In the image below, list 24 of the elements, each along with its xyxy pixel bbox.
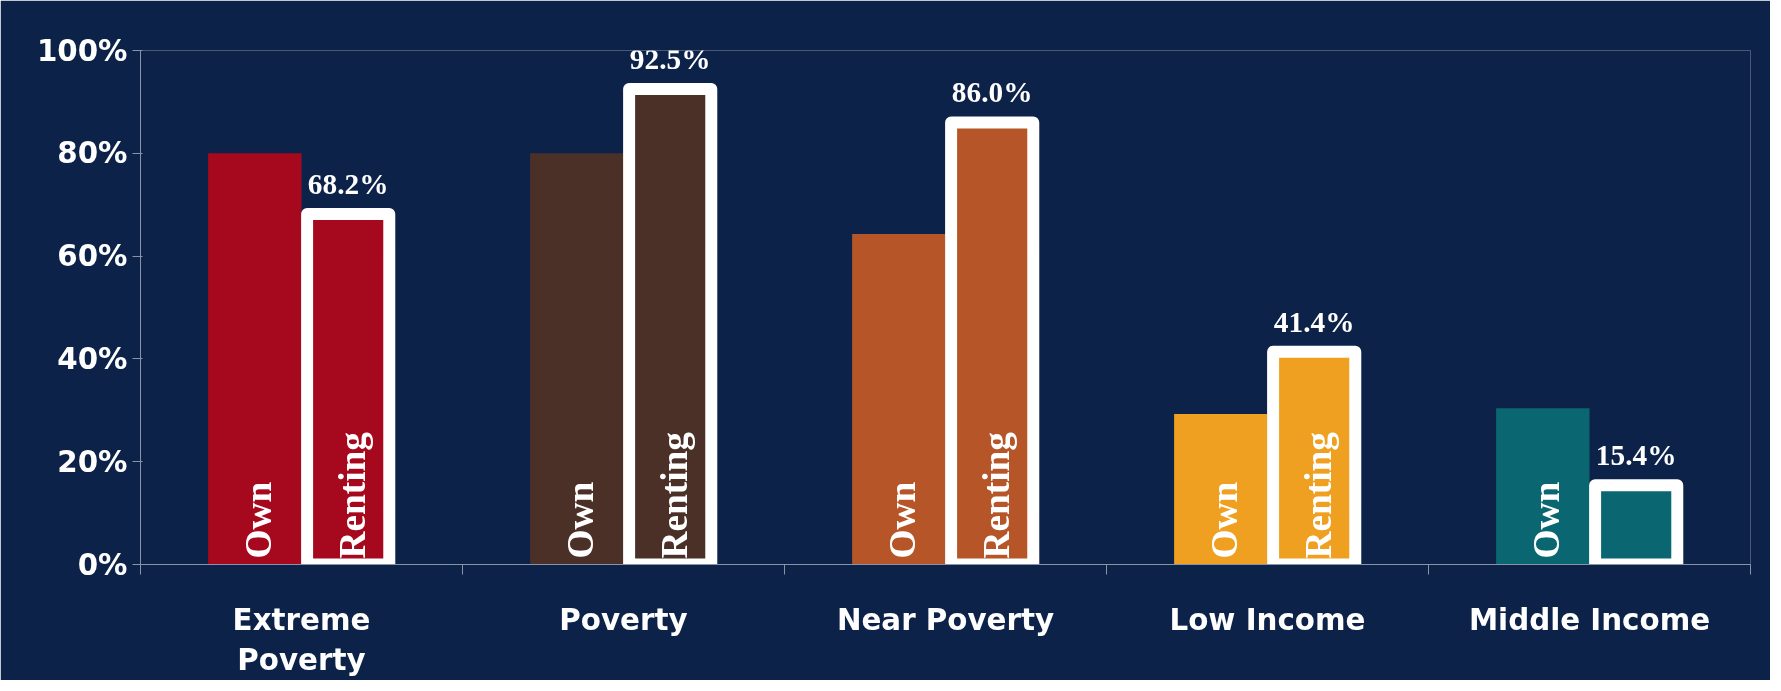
y-tick-label: 0% (77, 547, 128, 582)
y-tick-label: 20% (57, 444, 128, 479)
y-tick-label: 40% (57, 341, 128, 376)
text: Own (1526, 481, 1568, 559)
x-tick-label: Low Income (1169, 602, 1366, 637)
text: Own (1204, 481, 1246, 559)
text: Own (560, 481, 602, 559)
y-tick-label: 80% (57, 136, 128, 171)
series-label: Own (238, 481, 280, 559)
y-tick-label: 60% (57, 239, 128, 274)
series-label: Renting (331, 431, 373, 559)
x-tick-label: Near Poverty (836, 602, 1055, 637)
text: Own (882, 481, 924, 559)
x-tick-label: Middle Income (1468, 602, 1711, 637)
data-label: 15.4% (1595, 439, 1677, 472)
data-label: 86.0% (951, 76, 1033, 109)
text: Renting (975, 431, 1017, 559)
y-tick-label: 100% (36, 33, 128, 68)
x-tick-label: Poverty (559, 602, 688, 637)
text: Renting (1297, 431, 1339, 559)
x-tick-label: Extreme Poverty (232, 602, 371, 678)
data-label: 41.4% (1273, 305, 1355, 338)
data-label: 68.2% (307, 167, 389, 200)
text: Renting (653, 431, 695, 559)
